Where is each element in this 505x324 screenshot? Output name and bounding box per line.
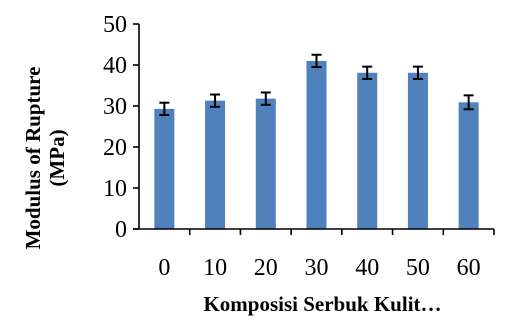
x-tick-label: 60 xyxy=(457,255,481,281)
x-tick-label: 10 xyxy=(203,255,227,281)
x-axis-title: Komposisi Serbuk Kulit… xyxy=(203,292,441,316)
y-tick-label: 40 xyxy=(103,53,127,79)
y-axis-title-line1: Modulus of Rupture xyxy=(21,67,45,250)
y-tick-label: 20 xyxy=(103,135,127,161)
x-axis: 0 10 20 30 40 50 60 xyxy=(158,229,495,281)
bar xyxy=(357,72,378,229)
x-tick-label: 50 xyxy=(406,255,430,281)
bar-series xyxy=(154,53,479,230)
x-tick-label: 30 xyxy=(305,255,329,281)
y-axis-title-line2: (MPa) xyxy=(45,129,69,186)
x-tick-label: 0 xyxy=(158,255,170,281)
y-tick-label: 0 xyxy=(115,217,127,243)
x-tick-label: 40 xyxy=(355,255,379,281)
y-axis: 0 10 20 30 40 50 xyxy=(103,12,139,243)
bar xyxy=(154,108,175,229)
bar xyxy=(255,98,276,230)
y-tick-label: 10 xyxy=(103,176,127,202)
y-axis-title: Modulus of Rupture (MPa) xyxy=(21,67,69,250)
bar xyxy=(306,60,327,230)
bar xyxy=(205,100,226,229)
x-tick-label: 20 xyxy=(254,255,278,281)
y-tick-label: 30 xyxy=(103,94,127,120)
bar xyxy=(407,72,428,229)
bar xyxy=(458,102,479,229)
y-tick-label: 50 xyxy=(103,12,127,38)
